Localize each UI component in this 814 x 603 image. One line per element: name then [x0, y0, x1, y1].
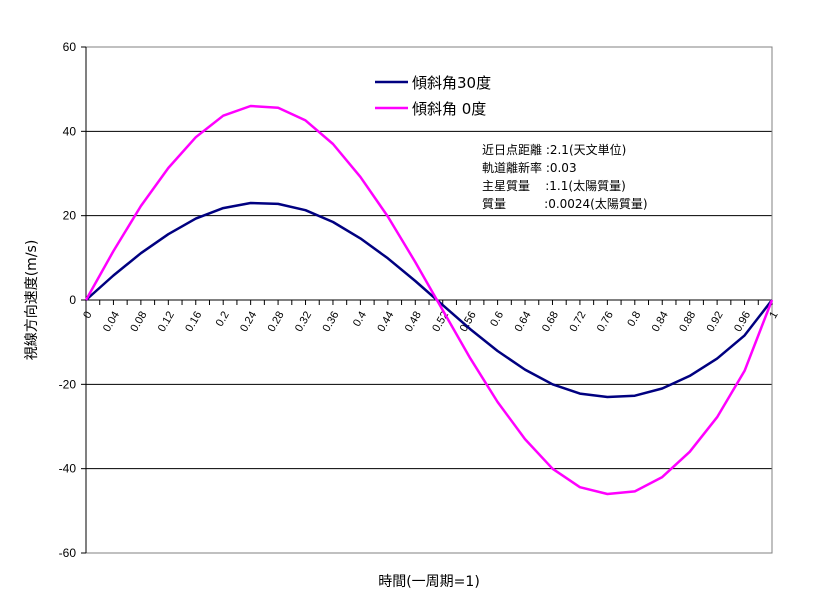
- x-tick-label-16: 0.64: [513, 310, 534, 335]
- x-tick-label-17: 0.68: [540, 310, 561, 335]
- x-tick-label-3: 0.12: [156, 310, 177, 335]
- parameter-annotations: 近日点距離 :2.1(天文単位) 軌道離新率 :0.03 主星質量 :1.1(太…: [482, 142, 648, 211]
- axes: [81, 46, 773, 554]
- legend-label-series-2: 傾斜角 0度: [412, 100, 486, 118]
- y-tick-label-4: 20: [63, 209, 77, 223]
- series-line-2: [84, 104, 774, 496]
- y-tick-label-3: 0: [69, 293, 76, 307]
- x-tick-label-11: 0.44: [375, 310, 396, 335]
- x-tick-label-5: 0.2: [214, 310, 232, 329]
- x-tick-label-20: 0.8: [625, 310, 643, 329]
- x-tick-label-25: 1: [767, 310, 780, 321]
- x-tick-label-9: 0.36: [320, 310, 341, 335]
- annotation-planet-mass: 質量 :0.0024(太陽質量): [482, 196, 648, 211]
- x-tick-label-0: 0: [81, 310, 94, 321]
- x-axis-title: 時間(一周期=1): [378, 574, 480, 590]
- x-tick-labels: 0 0.04 0.08 0.12 0.16 0.2 0.24 0.28 0.32 0.36 0.4 0…: [81, 310, 780, 335]
- x-tick-label-10: 0.4: [351, 310, 369, 329]
- x-tick-label-4: 0.16: [183, 310, 204, 335]
- x-tick-label-2: 0.08: [128, 310, 149, 335]
- legend: 傾斜角30度 傾斜角 0度: [375, 74, 491, 118]
- annotation-perihelion: 近日点距離 :2.1(天文単位): [482, 142, 626, 157]
- x-tick-label-15: 0.6: [488, 310, 506, 329]
- x-tick-label-8: 0.32: [293, 310, 314, 335]
- series-line-1: [85, 201, 773, 399]
- annotation-eccentricity: 軌道離新率 :0.03: [482, 160, 577, 175]
- y-axis-title: 視線方向速度(m/s): [24, 240, 40, 361]
- y-tick-label-2: -20: [59, 377, 77, 391]
- x-tick-label-22: 0.88: [677, 310, 698, 335]
- legend-label-series-1: 傾斜角30度: [412, 74, 491, 92]
- x-tick-label-1: 0.04: [101, 310, 122, 335]
- x-tick-label-12: 0.48: [403, 310, 424, 335]
- series-lines: [84, 104, 774, 496]
- y-tick-label-0: -60: [59, 546, 77, 560]
- y-tick-label-5: 40: [63, 124, 77, 138]
- x-tick-label-7: 0.28: [266, 310, 287, 335]
- y-tick-labels: -60 -40 -20 0 20 40 60: [59, 40, 77, 560]
- x-tick-label-19: 0.76: [595, 310, 616, 335]
- x-tick-label-18: 0.72: [567, 310, 588, 335]
- y-tick-label-1: -40: [59, 462, 77, 476]
- x-tick-label-6: 0.24: [238, 310, 259, 335]
- y-tick-label-6: 60: [63, 40, 77, 54]
- x-tick-label-23: 0.92: [705, 310, 726, 335]
- annotation-host-mass: 主星質量 :1.1(太陽質量): [482, 178, 626, 193]
- x-tick-label-21: 0.84: [650, 310, 671, 335]
